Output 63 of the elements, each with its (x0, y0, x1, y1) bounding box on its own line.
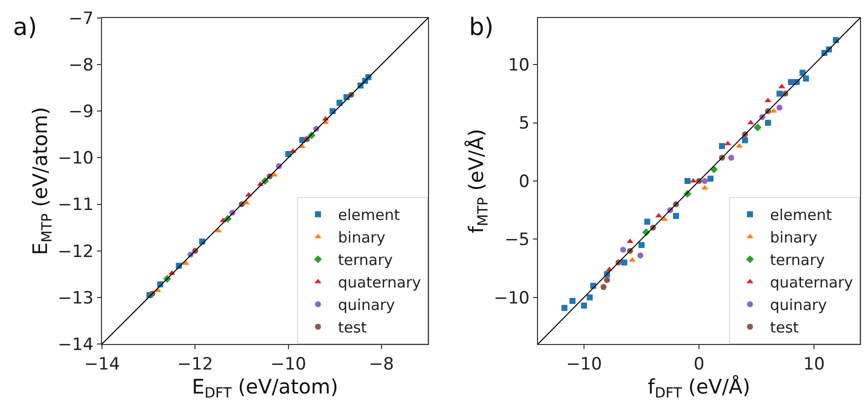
point (644, 218, 650, 225)
point (719, 143, 725, 150)
x-tick-label: −8 (368, 354, 394, 374)
legend-label: binary (338, 228, 386, 247)
legend-label: binary (770, 228, 818, 247)
x-tick-label: 10 (803, 354, 825, 374)
legend-label: quinary (338, 296, 396, 314)
text: b) (469, 13, 494, 41)
text: a) (13, 13, 38, 41)
legend-label: quinary (770, 296, 828, 314)
legend-label: ternary (338, 251, 393, 270)
point (637, 252, 644, 259)
legend-label: element (770, 206, 832, 224)
y-tick-label: −10 (494, 288, 530, 308)
legend-label: quaternary (770, 274, 854, 292)
y-tick-label: 10 (508, 56, 530, 76)
y-tick-label: −14 (58, 334, 94, 355)
y-tick-label: 5 (518, 114, 530, 134)
point (604, 276, 610, 283)
point (570, 298, 576, 304)
y-tick-label: −5 (504, 230, 530, 250)
x-tick-label: −10 (566, 354, 602, 374)
point (626, 238, 634, 244)
y-tick-label: −12 (58, 242, 94, 262)
y-tick-label: −10 (58, 148, 94, 169)
point (621, 260, 628, 266)
point (708, 176, 714, 182)
point (754, 124, 762, 132)
y-tick-label: 0 (518, 172, 530, 192)
y-tick-label: −13 (58, 288, 94, 308)
point (600, 284, 607, 290)
point (802, 76, 809, 82)
point (776, 90, 782, 97)
legend-label: ternary (770, 251, 825, 270)
x-axis-title: f$_{DFT}$ (eV/Å) (648, 374, 750, 402)
x-axis-title: E$_{DFT}$ (eV/atom) (192, 374, 338, 402)
point (581, 302, 587, 309)
point (702, 178, 708, 184)
x-tick-label: −14 (84, 354, 120, 374)
x-tick-label: −10 (270, 354, 306, 374)
point (638, 242, 644, 248)
point (776, 104, 782, 111)
point (661, 216, 668, 221)
y-tick-label: −11 (58, 195, 94, 216)
y-tick-label: −9 (68, 102, 94, 122)
point (586, 294, 593, 300)
point (673, 212, 679, 219)
point (684, 178, 690, 184)
point (728, 154, 734, 161)
point (620, 246, 626, 253)
point (561, 304, 568, 311)
point (764, 98, 772, 102)
point (788, 79, 794, 86)
x-tick-label: −12 (177, 354, 214, 374)
legend-label: element (338, 206, 400, 224)
point (742, 137, 748, 144)
legend-label: test (770, 318, 799, 337)
y-tick-label: −7 (68, 8, 94, 29)
x-tick-label: 0 (694, 354, 704, 374)
y-tick-label: −8 (68, 56, 94, 76)
legend-label: test (338, 318, 367, 337)
legend-label: quaternary (338, 274, 422, 292)
point (765, 120, 771, 126)
